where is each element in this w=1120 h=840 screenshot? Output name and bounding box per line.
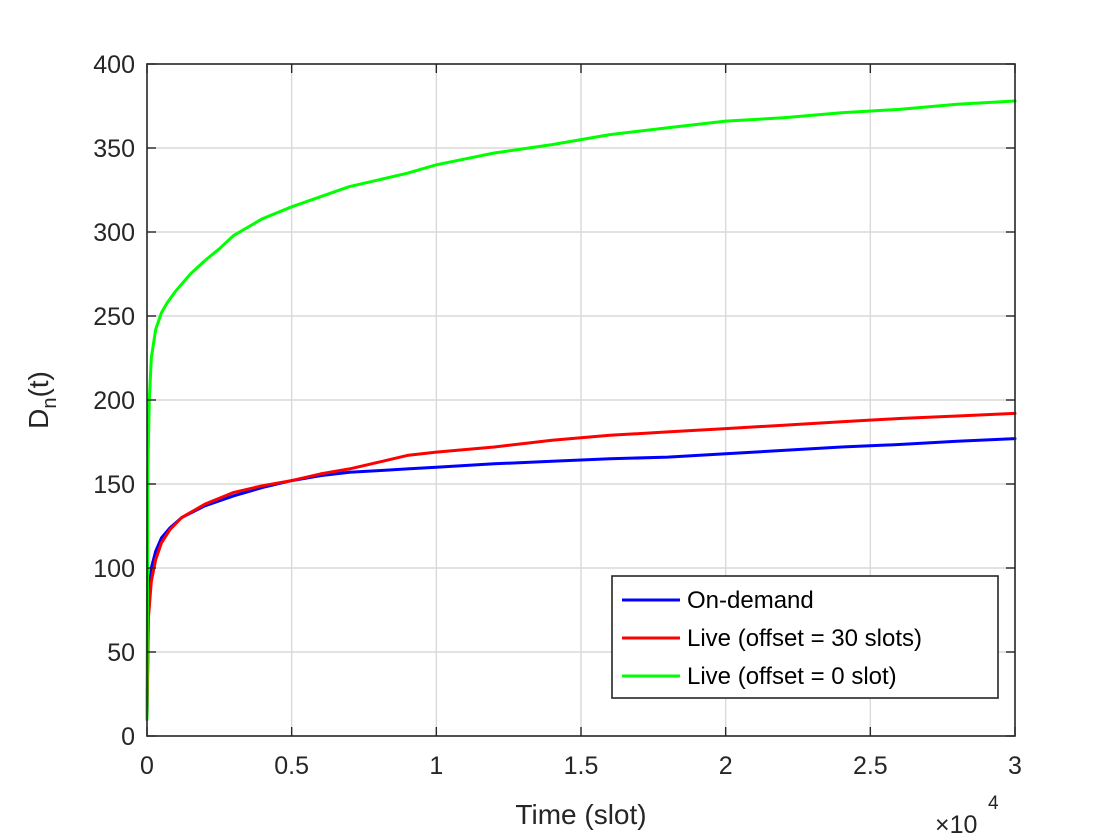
legend-label-on-demand: On-demand [687,587,814,614]
series-line-0 [145,437,1017,721]
series-group [145,99,1017,721]
y-axis-label: Dn(t) [23,371,61,429]
ticks [146,63,1016,737]
x-tick-label: 3 [1008,752,1022,780]
x-tick-label: 0.5 [274,752,309,780]
y-tick-label: 50 [107,639,135,667]
x-multiplier-base: ×10 [935,811,977,839]
y-tick-label: 250 [93,303,135,331]
y-tick-label: 100 [93,555,135,583]
x-tick-label: 2 [719,752,733,780]
y-axis-label-tail: (t) [23,371,54,397]
x-axis-label: Time (slot) [515,799,646,830]
x-tick-label: 2.5 [853,752,888,780]
y-tick-label: 0 [121,723,135,751]
x-tick-label: 0 [140,752,154,780]
x-tick-label: 1.5 [564,752,599,780]
x-multiplier: ×10 4 [935,793,999,839]
y-axis-label-main: D [23,409,54,429]
legend: On-demand Live (offset = 30 slots) Live … [611,575,999,699]
y-tick-label: 400 [93,51,135,79]
y-tick-label: 200 [93,387,135,415]
tick-labels: 0 0.5 1 1.5 2 2.5 3 0 50 100 150 200 250 300 350 400 [93,51,1022,780]
series-line-2 [145,99,1017,721]
legend-entry-live-offset-0: Live (offset = 0 slot) [622,663,897,690]
grid [147,64,1015,736]
y-tick-label: 150 [93,471,135,499]
legend-label-live-offset-30: Live (offset = 30 slots) [687,625,922,652]
x-tick-label: 1 [429,752,443,780]
y-tick-label: 300 [93,219,135,247]
x-multiplier-exponent: 4 [988,793,999,814]
y-axis-label-subscript: n [39,398,61,409]
legend-label-live-offset-0: Live (offset = 0 slot) [687,663,897,690]
y-tick-label: 350 [93,135,135,163]
legend-entry-on-demand: On-demand [622,587,814,614]
legend-entry-live-offset-30: Live (offset = 30 slots) [622,625,922,652]
series-line-1 [145,411,1017,721]
